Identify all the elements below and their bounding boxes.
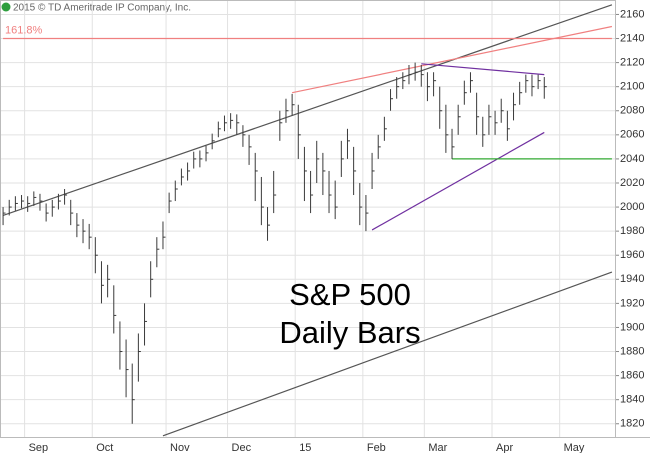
y-tick-label: 1920 [620,297,644,309]
y-tick-label: 1980 [620,225,644,237]
logo-icon [1,2,11,12]
chart-title: S&P 500 [289,277,411,312]
trend-line [162,271,613,437]
y-tick-label: 2000 [620,201,644,213]
trend-line [292,25,613,94]
line-label: 161.8% [5,24,43,36]
x-tick-label: May [564,442,585,453]
y-tick-label: 2100 [620,81,644,93]
y-tick-label: 1840 [620,394,644,406]
y-tick-label: 1940 [620,273,644,285]
x-tick-label: Nov [170,442,190,453]
x-tick-label: Dec [232,442,252,453]
x-tick-label: Feb [367,442,386,453]
y-tick-label: 2080 [620,105,644,117]
trend-line [371,131,545,231]
y-tick-label: 1960 [620,249,644,261]
y-tick-label: 1880 [620,345,644,357]
copyright: 2015 © TD Ameritrade IP Company, Inc. [13,3,191,14]
y-tick-label: 1900 [620,321,644,333]
x-tick-label: Sep [29,442,49,453]
x-tick-label: Oct [96,442,113,453]
y-tick-label: 2020 [620,177,644,189]
y-tick-label: 2060 [620,129,644,141]
y-tick-label: 2160 [620,8,644,20]
x-tick-label: 15 [299,442,311,453]
y-tick-label: 2040 [620,153,644,165]
y-tick-label: 1860 [620,370,644,382]
trend-line [421,63,545,76]
x-tick-label: Apr [496,442,513,453]
chart-title: Daily Bars [279,315,420,350]
x-tick-label: Mar [428,442,447,453]
trend-line [2,4,613,217]
y-tick-label: 2140 [620,32,644,44]
y-tick-label: 2120 [620,57,644,69]
y-tick-label: 1820 [620,418,644,430]
